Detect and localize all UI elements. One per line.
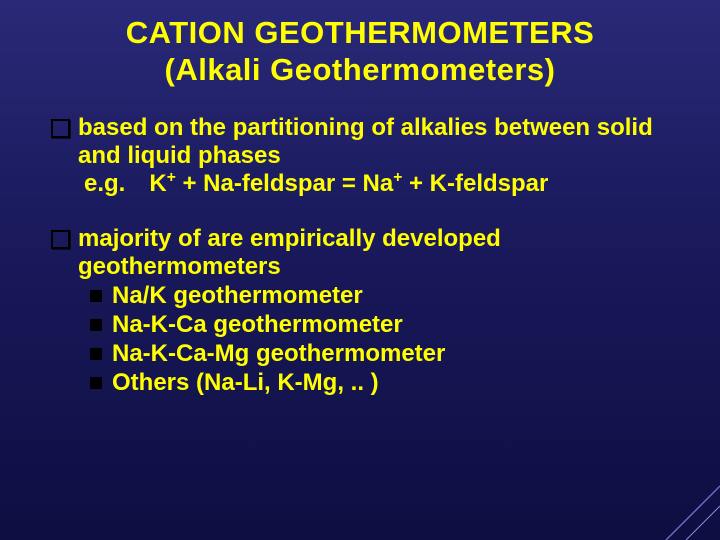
bullet-level1: majority of are empirically developed ge… (48, 225, 672, 280)
slide: CATION GEOTHERMOMETERS (Alkali Geothermo… (0, 0, 720, 540)
filled-square-bullet-icon (90, 319, 102, 331)
bullet-level2: Na-K-Ca-Mg geothermometer (48, 340, 672, 369)
slide-title: CATION GEOTHERMOMETERS (Alkali Geothermo… (48, 14, 672, 88)
bullet-text: based on the partitioning of alkalies be… (78, 114, 653, 169)
title-line-2: (Alkali Geothermometers) (165, 52, 556, 87)
filled-square-bullet-icon (90, 290, 102, 302)
bullet-level2: Na/K geothermometer (48, 282, 672, 311)
bullet-level1: based on the partitioning of alkalies be… (48, 114, 672, 197)
bullet-level2: Others (Na-Li, K-Mg, .. ) (48, 369, 672, 398)
filled-square-bullet-icon (90, 377, 102, 389)
hollow-square-bullet-icon (51, 230, 70, 249)
sub-bullet-text: Na/K geothermometer (112, 282, 363, 309)
sub-bullet-text: Na-K-Ca geothermometer (112, 311, 403, 338)
sub-bullet-text: Na-K-Ca-Mg geothermometer (112, 340, 445, 367)
bullet-level2: Na-K-Ca geothermometer (48, 311, 672, 340)
hollow-square-bullet-icon (51, 119, 70, 138)
slide-body: based on the partitioning of alkalies be… (48, 114, 672, 419)
corner-fold-decoration (630, 450, 720, 540)
title-line-1: CATION GEOTHERMOMETERS (126, 15, 595, 50)
sub-bullet-text: Others (Na-Li, K-Mg, .. ) (112, 369, 379, 396)
bullet-subtext: e.g. K+ + Na-feldspar = Na+ + K-feldspar (78, 170, 672, 198)
filled-square-bullet-icon (90, 348, 102, 360)
bullet-text: majority of are empirically developed ge… (78, 225, 501, 280)
